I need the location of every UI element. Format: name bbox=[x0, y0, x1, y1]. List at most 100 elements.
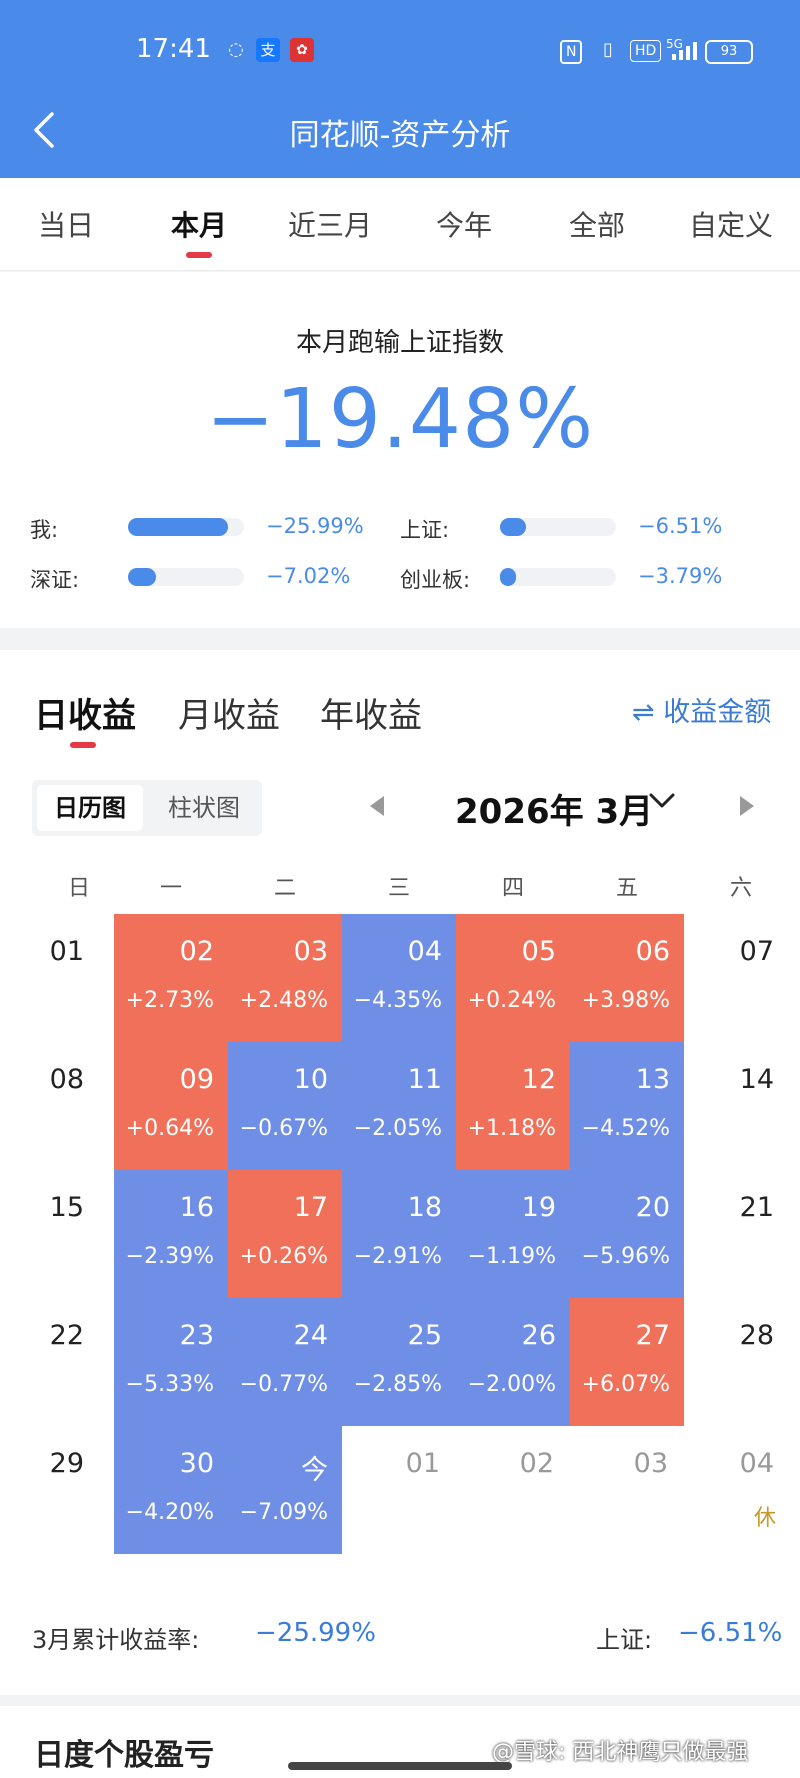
calendar-day[interactable]: 07 bbox=[690, 914, 790, 1042]
day-number: 19 bbox=[521, 1192, 556, 1223]
day-return: −2.85% bbox=[353, 1372, 442, 1397]
day-return: +3.98% bbox=[581, 988, 670, 1013]
calendar-day[interactable]: 19 −1.19% bbox=[456, 1170, 570, 1298]
calendar-day[interactable]: 11 −2.05% bbox=[342, 1042, 456, 1170]
back-arrow-icon[interactable] bbox=[30, 112, 60, 148]
day-number: 24 bbox=[293, 1320, 328, 1351]
calendar-day[interactable]: 20 −5.96% bbox=[570, 1170, 684, 1298]
row-label-shanghai: 上证: bbox=[400, 518, 450, 542]
calendar-day[interactable]: 05 +0.24% bbox=[456, 914, 570, 1042]
calendar-day[interactable]: 13 −4.52% bbox=[570, 1042, 684, 1170]
day-number: 10 bbox=[293, 1064, 328, 1095]
calendar-day[interactable]: 23 −5.33% bbox=[114, 1298, 228, 1426]
day-return: +2.48% bbox=[239, 988, 328, 1013]
calendar-day[interactable]: 03 +2.48% bbox=[228, 914, 342, 1042]
day-return: +1.18% bbox=[467, 1116, 556, 1141]
network-5g-icon: 5G bbox=[666, 37, 683, 51]
holiday-badge: 休 bbox=[753, 1506, 776, 1531]
tab-monthly-returns[interactable]: 月收益 bbox=[178, 696, 280, 736]
calendar-day[interactable]: 01 bbox=[342, 1426, 456, 1554]
day-return: +0.24% bbox=[467, 988, 556, 1013]
calendar-day[interactable]: 26 −2.00% bbox=[456, 1298, 570, 1426]
day-number: 17 bbox=[293, 1192, 328, 1223]
app-header: 17:41 ◌ 支 ✿ N ▯ HD 5G 93 同花顺-资产分析 bbox=[0, 0, 800, 178]
calendar-day[interactable]: 09 +0.64% bbox=[114, 1042, 228, 1170]
day-return: −5.96% bbox=[581, 1244, 670, 1269]
alipay-icon: 支 bbox=[256, 38, 280, 62]
day-number: 04 bbox=[739, 1448, 774, 1479]
month-total-label: 3月累计收益率: bbox=[32, 1626, 200, 1654]
day-number: 05 bbox=[521, 936, 556, 967]
calendar-day[interactable]: 06 +3.98% bbox=[570, 914, 684, 1042]
day-number: 22 bbox=[49, 1320, 84, 1351]
row-value-shenzhen: −7.02% bbox=[266, 564, 351, 588]
calendar-day[interactable]: 29 bbox=[0, 1426, 100, 1554]
tab-three-months[interactable]: 近三月 bbox=[287, 209, 372, 242]
comparison-value: −19.48% bbox=[205, 372, 595, 467]
signal-icon bbox=[672, 42, 698, 60]
calendar-day[interactable]: 04 休 bbox=[690, 1426, 790, 1554]
bar-view-button[interactable]: 柱状图 bbox=[168, 794, 240, 822]
bar-fill-shanghai bbox=[500, 518, 526, 536]
day-return: +2.73% bbox=[125, 988, 214, 1013]
month-selector[interactable]: 2026年 3月 bbox=[455, 792, 654, 832]
bar-track-mine bbox=[128, 518, 244, 536]
app-notification-icon: ✿ bbox=[290, 38, 314, 62]
calendar-day[interactable]: 02 +2.73% bbox=[114, 914, 228, 1042]
chat-bubble-icon: ◌ bbox=[228, 39, 244, 60]
tab-all[interactable]: 全部 bbox=[568, 209, 625, 242]
tab-this-year[interactable]: 今年 bbox=[435, 209, 492, 242]
day-return: +6.07% bbox=[581, 1372, 670, 1397]
calendar-day[interactable]: 16 −2.39% bbox=[114, 1170, 228, 1298]
tab-yearly-returns[interactable]: 年收益 bbox=[320, 696, 422, 736]
day-number: 今 bbox=[301, 1455, 328, 1486]
calendar-day[interactable]: 27 +6.07% bbox=[570, 1298, 684, 1426]
day-return: −5.33% bbox=[125, 1372, 214, 1397]
tab-custom[interactable]: 自定义 bbox=[688, 209, 773, 242]
calendar-day[interactable]: 今 −7.09% bbox=[228, 1426, 342, 1554]
day-return: +0.64% bbox=[125, 1116, 214, 1141]
calendar-day[interactable]: 02 bbox=[456, 1426, 570, 1554]
return-amount-toggle[interactable]: ⇌ 收益金额 bbox=[632, 697, 772, 728]
calendar-day[interactable]: 12 +1.18% bbox=[456, 1042, 570, 1170]
bar-track-shanghai bbox=[500, 518, 616, 536]
calendar-view-button[interactable]: 日历图 bbox=[37, 785, 143, 831]
weekday-label: 六 bbox=[729, 876, 752, 901]
hd-icon: HD bbox=[630, 40, 662, 62]
tab-this-month[interactable]: 本月 bbox=[170, 209, 227, 242]
weekday-label: 日 bbox=[67, 876, 90, 901]
comparison-title: 本月跑输上证指数 bbox=[295, 328, 504, 358]
calendar-day[interactable]: 15 bbox=[0, 1170, 100, 1298]
day-return: −0.77% bbox=[239, 1372, 328, 1397]
day-number: 15 bbox=[49, 1192, 84, 1223]
calendar-day[interactable]: 04 −4.35% bbox=[342, 914, 456, 1042]
calendar-day[interactable]: 21 bbox=[690, 1170, 790, 1298]
calendar-day[interactable]: 17 +0.26% bbox=[228, 1170, 342, 1298]
day-return: −4.20% bbox=[125, 1500, 214, 1525]
day-return: −0.67% bbox=[239, 1116, 328, 1141]
tab-daily-returns[interactable]: 日收益 bbox=[34, 696, 136, 736]
tab-today[interactable]: 当日 bbox=[37, 209, 94, 242]
calendar-day[interactable]: 25 −2.85% bbox=[342, 1298, 456, 1426]
bar-track-shenzhen bbox=[128, 568, 244, 586]
calendar-day[interactable]: 30 −4.20% bbox=[114, 1426, 228, 1554]
calendar-day[interactable]: 18 −2.91% bbox=[342, 1170, 456, 1298]
bar-fill-chinext bbox=[500, 568, 517, 586]
calendar-day[interactable]: 08 bbox=[0, 1042, 100, 1170]
chevron-down-icon[interactable] bbox=[647, 786, 677, 823]
day-number: 29 bbox=[49, 1448, 84, 1479]
calendar-day[interactable]: 03 bbox=[570, 1426, 684, 1554]
weekday-label: 一 bbox=[159, 876, 182, 901]
calendar-day[interactable]: 22 bbox=[0, 1298, 100, 1426]
day-number: 23 bbox=[179, 1320, 214, 1351]
previous-month-icon[interactable] bbox=[370, 796, 384, 816]
calendar-day[interactable]: 24 −0.77% bbox=[228, 1298, 342, 1426]
calendar-day[interactable]: 01 bbox=[0, 914, 100, 1042]
calendar-day[interactable]: 10 −0.67% bbox=[228, 1042, 342, 1170]
calendar-day[interactable]: 14 bbox=[690, 1042, 790, 1170]
next-month-icon[interactable] bbox=[740, 796, 754, 816]
day-return: −2.05% bbox=[353, 1116, 442, 1141]
calendar-day[interactable]: 28 bbox=[690, 1298, 790, 1426]
page-title: 同花顺-资产分析 bbox=[289, 118, 511, 153]
home-indicator[interactable] bbox=[288, 1762, 512, 1770]
